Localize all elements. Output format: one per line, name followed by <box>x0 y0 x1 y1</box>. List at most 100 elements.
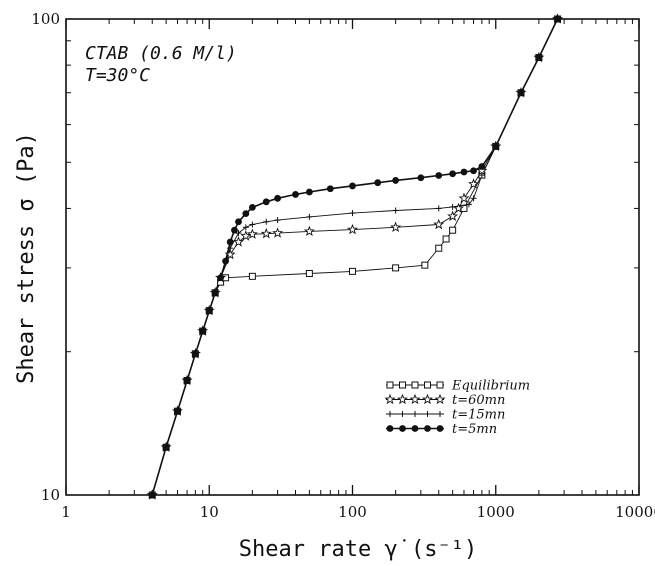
y-tick-label: 100 <box>31 10 60 28</box>
data-point-dot <box>478 163 486 170</box>
data-point-plus <box>242 224 249 231</box>
data-point-dot <box>449 170 457 178</box>
y-axis-title: Shear stress σ (Pa) <box>14 132 39 384</box>
legend-label: Equilibrium <box>451 379 530 394</box>
x-axis-title: Shear rate γ̇ (s⁻¹) <box>239 537 477 562</box>
data-point-dot <box>517 89 525 97</box>
legend-marker-star <box>384 393 396 405</box>
data-point-dot <box>162 443 170 451</box>
data-point-dot <box>248 203 256 211</box>
legend-marker-square <box>399 381 406 389</box>
legend-marker-square <box>386 381 394 389</box>
data-point-dot <box>417 174 425 182</box>
data-point-dot <box>292 191 299 198</box>
legend-marker-star <box>434 393 446 405</box>
data-point-dot <box>435 172 443 179</box>
data-point-dot <box>492 142 500 150</box>
x-tick-label: 1000 <box>477 503 515 521</box>
legend-label: t=5mn <box>452 422 497 437</box>
legend-marker-plus <box>437 411 443 417</box>
data-point-square <box>449 226 457 234</box>
legend-marker-square <box>436 381 444 389</box>
annotation-sample: CTAB (0.6 M/l) <box>85 43 237 64</box>
x-tick-label: 10 <box>200 503 219 521</box>
data-point-star <box>433 218 445 230</box>
x-tick-label: 1 <box>61 503 71 521</box>
data-point-dot <box>349 182 356 190</box>
data-point-star <box>447 210 459 221</box>
legend-marker-plus <box>412 411 418 417</box>
data-point-dot <box>222 257 229 265</box>
data-point-star <box>347 223 358 235</box>
data-point-star <box>303 225 315 237</box>
data-point-dot <box>242 210 250 218</box>
data-point-plus <box>249 221 256 228</box>
data-point-dot <box>148 491 156 499</box>
data-point-dot <box>274 194 281 202</box>
data-point-dot <box>205 307 213 315</box>
data-point-dot <box>535 54 543 61</box>
data-point-square <box>460 204 468 212</box>
legend-marker-dot <box>424 425 431 432</box>
data-point-dot <box>191 350 199 358</box>
data-point-dot <box>392 177 400 184</box>
data-point-dot <box>231 226 238 234</box>
data-point-star <box>246 228 258 239</box>
data-point-plus <box>392 207 399 214</box>
data-point-star <box>224 248 236 260</box>
data-point-star <box>458 192 470 204</box>
data-point-dot <box>554 15 561 23</box>
data-point-star <box>260 227 272 239</box>
data-point-dot <box>211 289 219 297</box>
series-markers <box>146 13 564 500</box>
data-point-plus <box>306 213 313 220</box>
data-point-star <box>468 178 480 189</box>
legend-marker-dot <box>399 425 406 432</box>
plot-frame <box>65 18 640 496</box>
legend-marker-plus <box>424 411 431 417</box>
data-point-dot <box>305 188 313 196</box>
data-point-square <box>392 264 400 272</box>
axis-ticks: 11010010001000010100 <box>31 10 655 521</box>
data-point-square <box>435 244 443 252</box>
data-point-plus <box>227 245 234 252</box>
y-tick-label: 10 <box>41 486 60 504</box>
x-tick-label: 10000 <box>615 503 655 521</box>
data-point-dot <box>460 168 468 176</box>
legend-marker-star <box>422 393 433 405</box>
data-point-star <box>240 230 252 241</box>
data-point-dot <box>326 185 334 193</box>
data-point-plus <box>465 201 472 208</box>
legend-marker-plus <box>387 411 393 417</box>
legend-marker-star <box>409 393 421 405</box>
data-point-square <box>421 261 429 269</box>
legend-marker-dot <box>436 425 444 432</box>
data-point-dot <box>470 167 477 175</box>
legend-marker-square <box>424 381 431 389</box>
legend-marker-plus <box>399 411 406 417</box>
annotation-temperature: T=30°C <box>85 65 150 86</box>
data-point-dot <box>217 274 224 282</box>
data-point-plus <box>235 230 242 237</box>
data-point-plus <box>470 195 477 202</box>
data-point-star <box>390 221 402 233</box>
data-point-dot <box>235 218 242 226</box>
legend-marker-dot <box>386 425 394 432</box>
data-point-plus <box>449 203 456 210</box>
data-point-plus <box>263 218 270 225</box>
data-point-dot <box>199 327 207 335</box>
legend-label: t=60mn <box>452 393 505 408</box>
legend-label: t=15mn <box>452 408 505 423</box>
data-point-square <box>248 272 256 280</box>
data-point-dot <box>183 377 191 384</box>
legend-marker-star <box>397 393 408 405</box>
data-point-dot <box>374 179 382 187</box>
data-point-dot <box>174 407 181 415</box>
data-point-square <box>442 235 450 243</box>
legend-marker-dot <box>411 425 419 432</box>
data-point-star <box>232 236 244 247</box>
x-tick-label: 100 <box>338 503 367 521</box>
legend-marker-square <box>411 381 419 389</box>
